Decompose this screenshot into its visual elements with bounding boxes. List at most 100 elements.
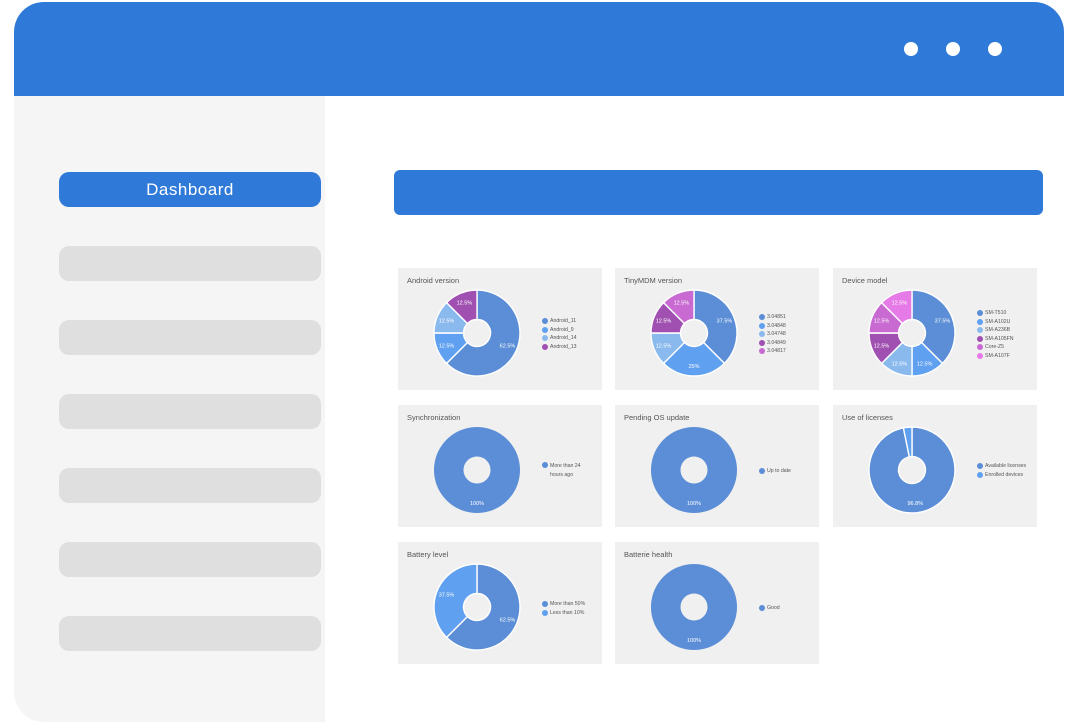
slice-label: 12.5% — [892, 301, 908, 307]
legend-swatch — [977, 335, 983, 342]
slice-label: 12.5% — [874, 318, 890, 324]
pie-slice[interactable] — [445, 289, 521, 377]
legend-item[interactable]: 3.04748 — [759, 330, 786, 339]
sidebar-item-placeholder[interactable] — [59, 320, 321, 355]
sidebar-item-placeholder[interactable] — [59, 616, 321, 651]
legend-swatch — [759, 605, 765, 612]
legend-label: SM-A102U — [985, 318, 1011, 325]
legend-item[interactable]: More than 24 hours ago — [542, 462, 590, 479]
donut-chart: 37.5% 25% 12.5% 12.5% 12.5% — [650, 289, 738, 377]
pie-slice[interactable] — [445, 289, 478, 325]
legend-item[interactable]: 3.04848 — [759, 322, 786, 331]
legend-item[interactable]: Less than 10% — [542, 609, 585, 618]
chart-title: Android version — [407, 276, 460, 285]
pie-slice[interactable] — [902, 426, 913, 458]
legend-item[interactable]: Enrolled devices — [977, 471, 1026, 480]
legend-item[interactable]: Available licenses — [977, 462, 1026, 471]
pie-slice[interactable] — [650, 427, 737, 513]
legend-item[interactable]: Android_9 — [542, 326, 577, 335]
legend-swatch — [759, 322, 765, 329]
slice-label: 12.5% — [917, 361, 933, 367]
legend-swatch — [542, 601, 548, 608]
legend-label: 3.04848 — [767, 322, 786, 329]
sidebar-item-placeholder[interactable] — [59, 246, 321, 281]
sidebar-item-placeholder[interactable] — [59, 542, 321, 577]
legend-item[interactable]: Good — [759, 604, 780, 613]
legend-item[interactable]: SM-A107F — [977, 352, 1014, 361]
legend-swatch — [542, 462, 548, 468]
legend-item[interactable]: Android_14 — [542, 334, 577, 343]
pie-slice[interactable] — [433, 427, 520, 513]
window-control-dot[interactable] — [946, 42, 960, 56]
legend-label: More than 50% — [550, 601, 586, 607]
legend-swatch — [542, 335, 548, 342]
legend-item[interactable]: SM-A102U — [977, 318, 1014, 327]
chart-title: Pending OS update — [624, 413, 690, 422]
slice-label: 100% — [687, 638, 701, 644]
legend-swatch — [977, 327, 983, 334]
legend-swatch — [759, 468, 765, 475]
legend-label: 3.04849 — [767, 339, 786, 346]
pie-slice[interactable] — [662, 341, 726, 377]
legend-swatch — [977, 310, 983, 317]
window-control-dot[interactable] — [904, 42, 918, 56]
slice-label: 62.5% — [500, 344, 516, 350]
sidebar: Dashboard — [14, 96, 325, 722]
app-window: Dashboard Android version 62.5% 12.5% 12.5%… — [14, 2, 1064, 722]
sidebar-item-dashboard[interactable]: Dashboard — [59, 172, 321, 207]
chart-legend: Good — [759, 604, 780, 613]
legend-swatch — [977, 318, 983, 325]
sidebar-item-placeholder[interactable] — [59, 394, 321, 429]
pie-slice[interactable] — [911, 289, 956, 365]
legend-label: Good — [767, 605, 780, 611]
slice-label: 12.5% — [874, 344, 890, 350]
pie-slice[interactable] — [868, 426, 956, 514]
pie-slice[interactable] — [662, 289, 695, 325]
chart-card: Pending OS update 100% Up to date — [615, 405, 819, 527]
chart-card: Battery level 62.5% 37.5% More than 50% Less… — [398, 542, 602, 664]
chart-legend: More than 24 hours ago — [542, 462, 590, 479]
slice-label: 12.5% — [439, 344, 455, 350]
slice-label: 96.8% — [908, 501, 924, 507]
legend-item[interactable]: More than 50% — [542, 600, 585, 609]
chart-card: Synchronization 100% More than 24 hours ag… — [398, 405, 602, 527]
chart-title: TinyMDM version — [624, 276, 683, 285]
legend-item[interactable]: SM-A105FN — [977, 335, 1014, 344]
sidebar-item-placeholder[interactable] — [59, 468, 321, 503]
legend-item[interactable]: 3.04817 — [759, 347, 786, 356]
chart-legend: 3.04851 3.04848 3.04748 3.04849 3.04817 — [759, 313, 786, 356]
legend-swatch — [542, 609, 548, 616]
legend-item[interactable]: SM-T510 — [977, 309, 1014, 318]
donut-chart: 37.5% 12.5% 12.5% 12.5% 12.5% 12.5% — [868, 289, 956, 377]
legend-item[interactable]: 3.04849 — [759, 339, 786, 348]
legend-swatch — [977, 352, 983, 359]
pie-slice[interactable] — [693, 289, 738, 365]
slice-label: 12.5% — [656, 318, 672, 324]
legend-item[interactable]: Core-Z5 — [977, 343, 1014, 352]
legend-label: 3.04817 — [767, 348, 786, 354]
legend-item[interactable]: SM-A236B — [977, 326, 1014, 335]
legend-label: SM-A105FN — [985, 335, 1014, 342]
legend-swatch — [759, 331, 765, 338]
donut-chart: 62.5% 12.5% 12.5% 12.5% — [433, 289, 521, 377]
chart-card: Use of licenses 96.8% Available licenses En… — [833, 405, 1037, 527]
pie-slice[interactable] — [433, 563, 478, 639]
legend-item[interactable]: 3.04851 — [759, 313, 786, 322]
pie-slice[interactable] — [880, 289, 913, 325]
legend-item[interactable]: Up to date — [759, 467, 791, 476]
window-control-dot[interactable] — [988, 42, 1002, 56]
slice-label: 100% — [687, 501, 701, 507]
slice-label: 100% — [470, 501, 484, 507]
pie-slice[interactable] — [650, 564, 737, 650]
legend-item[interactable]: Android_13 — [542, 343, 577, 352]
legend-item[interactable]: Android_11 — [542, 317, 577, 326]
legend-swatch — [977, 471, 983, 478]
slice-label: 25% — [688, 364, 699, 370]
legend-label: Available licenses — [985, 463, 1027, 469]
legend-swatch — [977, 463, 983, 470]
slice-label: 37.5% — [717, 318, 733, 324]
chart-card: Android version 62.5% 12.5% 12.5% 12.5% Andro… — [398, 268, 602, 390]
pie-slice[interactable] — [445, 563, 521, 651]
slice-label: 62.5% — [500, 618, 516, 624]
legend-label: Less than 10% — [550, 609, 585, 616]
